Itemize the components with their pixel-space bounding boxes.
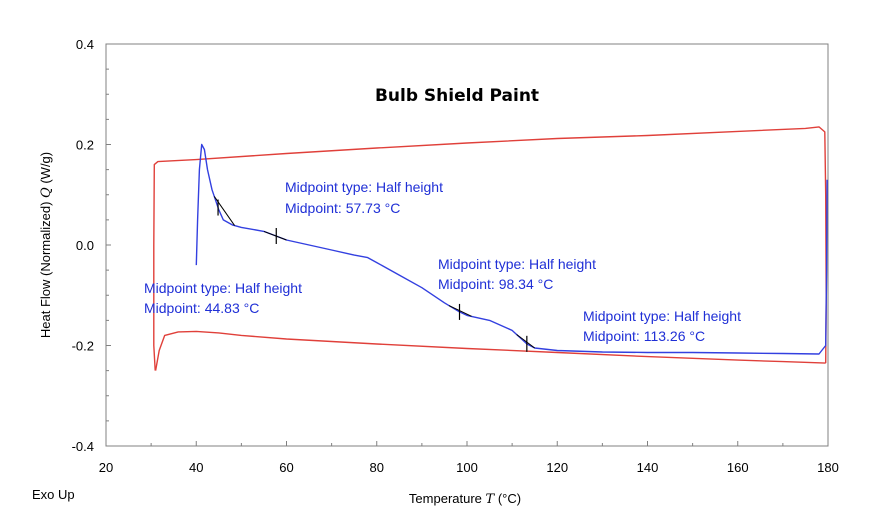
annotation-98-value: Midpoint: 98.34 °C bbox=[438, 276, 553, 292]
tangent-fit-line bbox=[516, 334, 535, 349]
annotation-57-value: Midpoint: 57.73 °C bbox=[285, 200, 400, 216]
y-tick-label: 0.4 bbox=[76, 37, 94, 52]
x-axis-ticks: 20 40 60 80 100 120 140 160 180 bbox=[99, 441, 839, 475]
annotation-57-type: Midpoint type: Half height bbox=[285, 179, 443, 195]
x-tick-label: 160 bbox=[727, 460, 749, 475]
series-cooling-cycle bbox=[154, 330, 826, 371]
y-tick-label: -0.4 bbox=[72, 439, 94, 454]
y-tick-label: 0.0 bbox=[76, 238, 94, 253]
tangent-fit-line bbox=[213, 196, 236, 226]
x-tick-label: 40 bbox=[189, 460, 203, 475]
annotation-44-type: Midpoint type: Half height bbox=[144, 280, 302, 296]
x-tick-label: 80 bbox=[370, 460, 384, 475]
chart-title: Bulb Shield Paint bbox=[375, 86, 539, 106]
tangent-fit-line bbox=[263, 230, 287, 241]
x-axis-title: Temperature T (°C) bbox=[409, 491, 521, 507]
x-tick-label: 180 bbox=[817, 460, 839, 475]
tangent-fit-line bbox=[448, 305, 472, 317]
annotation-98-type: Midpoint type: Half height bbox=[438, 256, 596, 272]
transition-marks bbox=[213, 196, 535, 352]
y-tick-label: -0.2 bbox=[72, 339, 94, 354]
y-tick-label: 0.2 bbox=[76, 138, 94, 153]
exo-up-label: Exo Up bbox=[32, 487, 75, 502]
x-tick-label: 60 bbox=[279, 460, 293, 475]
series-layer bbox=[153, 126, 828, 371]
annotation-44-value: Midpoint: 44.83 °C bbox=[144, 300, 259, 316]
annotation-113-value: Midpoint: 113.26 °C bbox=[583, 328, 705, 344]
series-heating-cycle bbox=[153, 126, 827, 371]
x-tick-label: 140 bbox=[637, 460, 659, 475]
x-tick-label: 120 bbox=[546, 460, 568, 475]
annotation-113-type: Midpoint type: Half height bbox=[583, 308, 741, 324]
x-tick-label: 20 bbox=[99, 460, 113, 475]
y-axis-ticks: 0.4 0.2 0.0 -0.2 -0.4 bbox=[72, 37, 111, 454]
x-tick-label: 100 bbox=[456, 460, 478, 475]
y-axis-title: Heat Flow (Normalized) Q (W/g) bbox=[38, 152, 54, 338]
series-measured-curve bbox=[195, 143, 828, 355]
